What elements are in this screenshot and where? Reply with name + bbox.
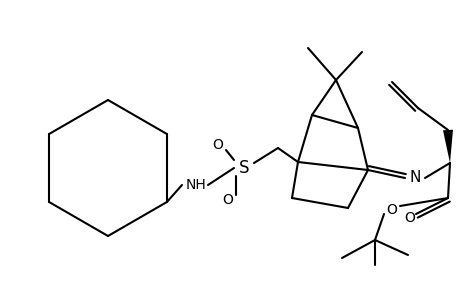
Text: S: S [238,159,249,177]
Text: O: O [222,193,233,207]
Text: O: O [386,203,397,217]
Text: O: O [212,138,223,152]
Text: N: N [409,170,420,185]
Text: NH: NH [185,178,206,192]
Text: O: O [403,211,414,225]
Polygon shape [442,130,452,163]
